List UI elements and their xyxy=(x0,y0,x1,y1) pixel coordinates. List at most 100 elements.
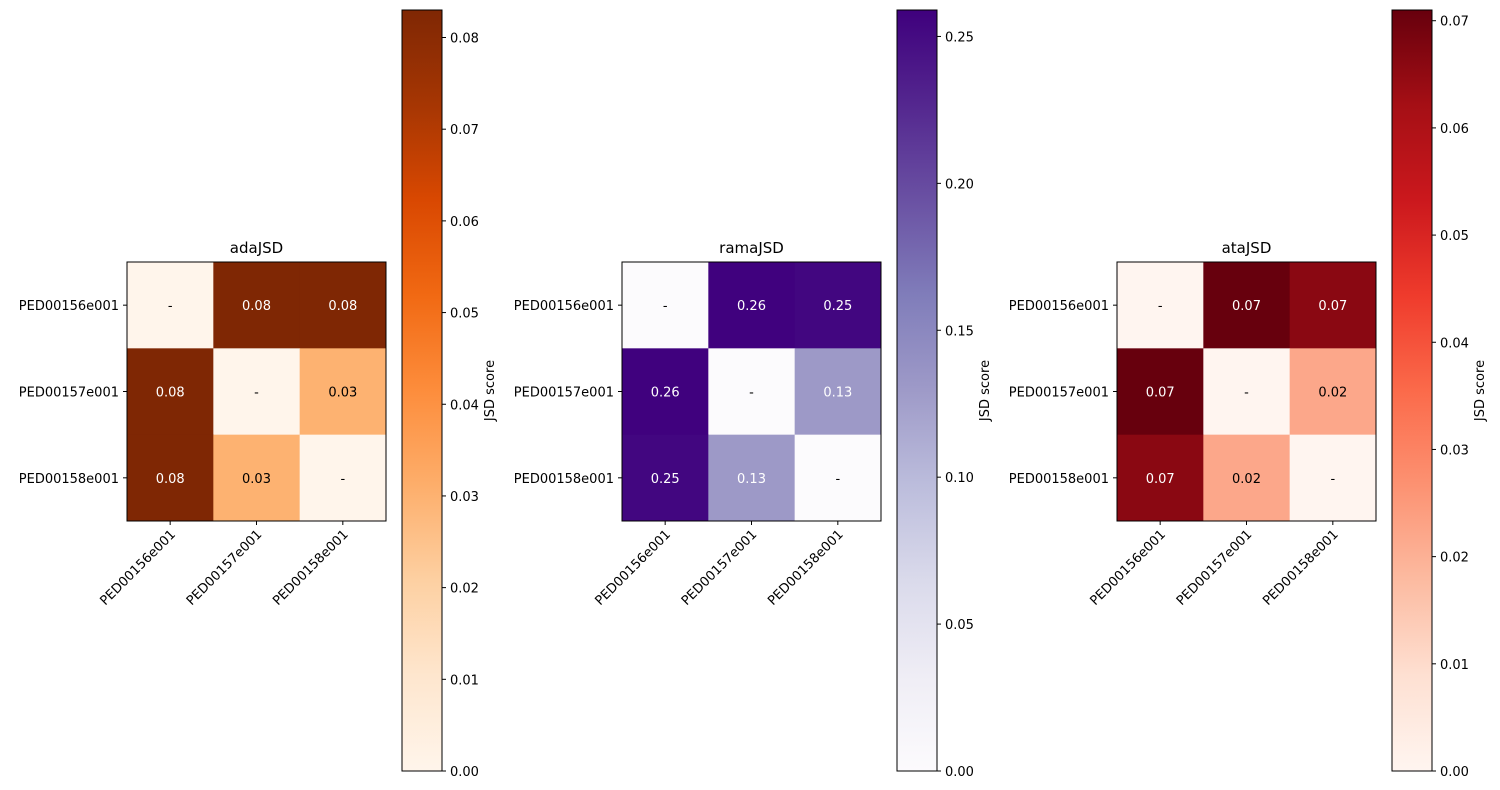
colorbar-tick-label: 0.00 xyxy=(945,765,974,780)
chart-title: adaJSD xyxy=(230,239,283,257)
heatmap-cell xyxy=(1117,262,1204,349)
heatmap-cell xyxy=(1289,262,1377,349)
colorbar-tick-label: 0.03 xyxy=(450,490,479,505)
colorbar-tick-label: 0.02 xyxy=(1440,551,1469,566)
colorbar xyxy=(1391,9,1433,772)
cell-value-label: 0.08 xyxy=(242,299,271,314)
cell-value-label: 0.03 xyxy=(328,385,357,400)
heatmap-cell xyxy=(1203,348,1291,436)
heatmap-cell xyxy=(299,434,387,522)
y-tick-label: PED00156e001 xyxy=(514,299,614,314)
colorbar-tick-label: 0.04 xyxy=(1440,336,1469,351)
colorbar-tick-label: 0.05 xyxy=(450,307,479,322)
cell-value-label: - xyxy=(1244,385,1249,400)
colorbar-label: JSD score xyxy=(978,360,993,422)
colorbar-label: JSD score xyxy=(483,360,498,422)
heatmap-cell xyxy=(1203,434,1291,522)
cell-value-label: - xyxy=(168,299,173,314)
heatmap-cell xyxy=(708,348,796,436)
x-tick-label: PED00156e001 xyxy=(1088,527,1169,608)
colorbar-tick-label: 0.06 xyxy=(1440,122,1469,137)
colorbar-tick-label: 0.07 xyxy=(1440,15,1469,30)
colorbar-tick-label: 0.10 xyxy=(945,471,974,486)
colorbar-tick-label: 0.01 xyxy=(1440,658,1469,673)
cell-value-label: 0.03 xyxy=(242,472,271,487)
colorbar-tick-label: 0.25 xyxy=(945,30,974,45)
colorbar-tick-label: 0.00 xyxy=(1440,765,1469,780)
y-tick-label: PED00157e001 xyxy=(19,385,119,400)
colorbar-label: JSD score xyxy=(1473,360,1488,422)
heatmap-cell xyxy=(708,262,796,349)
cell-value-label: - xyxy=(1330,472,1335,487)
cell-value-label: 0.08 xyxy=(156,472,185,487)
cell-value-label: 0.07 xyxy=(1232,299,1261,314)
cell-value-label: 0.13 xyxy=(737,472,766,487)
y-tick-label: PED00158e001 xyxy=(514,472,614,487)
x-tick-label: PED00158e001 xyxy=(765,527,846,608)
colorbar-tick-label: 0.03 xyxy=(1440,443,1469,458)
cell-value-label: - xyxy=(835,472,840,487)
colorbar xyxy=(401,9,443,772)
heatmap-cell xyxy=(299,262,387,349)
colorbar-tick-label: 0.08 xyxy=(450,32,479,47)
cell-value-label: 0.26 xyxy=(737,299,766,314)
cell-value-label: 0.02 xyxy=(1318,385,1347,400)
x-tick-label: PED00158e001 xyxy=(1260,527,1341,608)
heatmap-cell xyxy=(1289,434,1377,522)
heatmap-cell xyxy=(127,434,214,522)
heatmap-cell xyxy=(622,262,709,349)
heatmap-cell xyxy=(213,434,301,522)
cell-value-label: 0.13 xyxy=(823,385,852,400)
heatmap-cell xyxy=(1117,348,1204,436)
heatmap-panel-adaJSD: adaJSD - 0.08 0.08 0.08 - 0.03 0.08 0.03 - PED0015… xyxy=(19,9,498,780)
cell-value-label: 0.26 xyxy=(651,385,680,400)
colorbar-tick-label: 0.05 xyxy=(945,618,974,633)
x-tick-label: PED00157e001 xyxy=(679,527,760,608)
cell-value-label: 0.25 xyxy=(651,472,680,487)
chart-title: ramaJSD xyxy=(719,239,784,257)
heatmap-cell xyxy=(794,434,882,522)
cell-value-label: 0.07 xyxy=(1146,472,1175,487)
heatmap-cell xyxy=(1203,262,1291,349)
heatmap-cell xyxy=(622,434,709,522)
colorbar-tick-label: 0.02 xyxy=(450,582,479,597)
colorbar-tick-label: 0.07 xyxy=(450,123,479,138)
colorbar-tick-label: 0.01 xyxy=(450,673,479,688)
x-tick-label: PED00157e001 xyxy=(184,527,265,608)
cell-value-label: 0.25 xyxy=(823,299,852,314)
heatmap-cell xyxy=(213,348,301,436)
y-tick-label: PED00157e001 xyxy=(514,385,614,400)
cell-value-label: 0.08 xyxy=(328,299,357,314)
heatmap-cell xyxy=(622,348,709,436)
x-tick-label: PED00156e001 xyxy=(98,527,179,608)
x-tick-label: PED00156e001 xyxy=(593,527,674,608)
cell-value-label: 0.07 xyxy=(1318,299,1347,314)
cell-value-label: 0.02 xyxy=(1232,472,1261,487)
heatmap-cell xyxy=(708,434,796,522)
heatmap-cell xyxy=(794,262,882,349)
cell-value-label: - xyxy=(254,385,259,400)
heatmap-cell xyxy=(299,348,387,436)
y-tick-label: PED00158e001 xyxy=(19,472,119,487)
colorbar-tick-label: 0.00 xyxy=(450,765,479,780)
heatmap-cell xyxy=(794,348,882,436)
colorbar-tick-label: 0.05 xyxy=(1440,229,1469,244)
cell-value-label: 0.07 xyxy=(1146,385,1175,400)
heatmap-cell xyxy=(127,262,214,349)
colorbar-tick-label: 0.06 xyxy=(450,215,479,230)
y-tick-label: PED00156e001 xyxy=(1009,299,1109,314)
heatmap-cell xyxy=(213,262,301,349)
heatmap-cell xyxy=(1289,348,1377,436)
heatmap-cell xyxy=(1117,434,1204,522)
heatmap-panel-ramaJSD: ramaJSD - 0.26 0.25 0.26 - 0.13 0.25 0.13 - PED001… xyxy=(514,9,993,780)
chart-title: ataJSD xyxy=(1222,239,1272,257)
y-tick-label: PED00157e001 xyxy=(1009,385,1109,400)
y-tick-label: PED00158e001 xyxy=(1009,472,1109,487)
y-tick-label: PED00156e001 xyxy=(19,299,119,314)
colorbar-tick-label: 0.15 xyxy=(945,324,974,339)
cell-value-label: - xyxy=(340,472,345,487)
x-tick-label: PED00157e001 xyxy=(1174,527,1255,608)
x-tick-label: PED00158e001 xyxy=(270,527,351,608)
colorbar-tick-label: 0.20 xyxy=(945,177,974,192)
